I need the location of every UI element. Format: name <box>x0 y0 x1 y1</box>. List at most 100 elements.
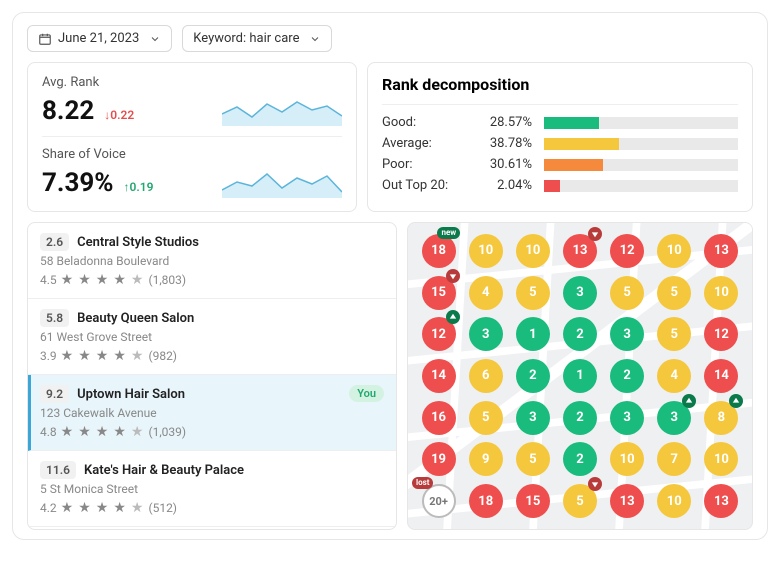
rank-dot[interactable]: 2 <box>557 314 602 354</box>
rank-dot[interactable]: 1 <box>510 314 555 354</box>
business-name: Beauty Queen Salon <box>77 311 194 326</box>
rank-dot[interactable]: 18new <box>416 231 461 271</box>
rank-dot[interactable]: 10 <box>463 231 508 271</box>
rank-dot[interactable]: 3 <box>605 398 650 438</box>
rank-circle: 7 <box>657 442 691 476</box>
rank-circle: 16 <box>422 401 456 435</box>
business-item[interactable]: 2.6 Central Style Studios 58 Beladonna B… <box>28 223 396 299</box>
rank-dot[interactable]: 19 <box>416 440 461 480</box>
rank-circle: 10 <box>516 234 550 268</box>
rank-dot[interactable]: 1 <box>557 356 602 396</box>
rank-dot[interactable]: 10 <box>699 440 744 480</box>
rank-circle: 13 <box>704 484 738 518</box>
business-list[interactable]: 2.6 Central Style Studios 58 Beladonna B… <box>27 222 397 530</box>
rank-dot[interactable]: 3 <box>510 398 555 438</box>
rank-dot[interactable]: 10 <box>652 231 697 271</box>
keyword-value: Keyword: hair care <box>193 31 299 46</box>
rank-dot[interactable]: 12 <box>416 314 461 354</box>
decomp-label: Poor: <box>382 157 472 172</box>
rank-dot[interactable]: 4 <box>463 273 508 313</box>
rank-dot[interactable]: 3 <box>463 314 508 354</box>
date-value: June 21, 2023 <box>58 31 139 46</box>
rank-dot[interactable]: 16 <box>416 398 461 438</box>
star-icon: ★ <box>96 500 110 516</box>
rank-dot[interactable]: 12 <box>699 314 744 354</box>
keyword-dropdown[interactable]: Keyword: hair care <box>182 25 332 52</box>
business-item[interactable]: 11.6 Kate's Hair & Beauty Palace 5 St Mo… <box>28 451 396 527</box>
rank-dot[interactable]: 14 <box>416 356 461 396</box>
business-address: 61 West Grove Street <box>40 330 384 344</box>
rank-circle: 18 <box>469 484 503 518</box>
rank-dot[interactable]: 5 <box>652 273 697 313</box>
rank-pill: 2.6 <box>40 233 69 251</box>
rank-dot[interactable]: 14 <box>699 356 744 396</box>
rank-circle: 10 <box>610 442 644 476</box>
rating-value: 4.2 <box>40 501 57 515</box>
down-arrow-badge <box>446 269 460 283</box>
rank-dot[interactable]: 13 <box>605 481 650 521</box>
rank-dot[interactable]: 10 <box>510 231 555 271</box>
date-dropdown[interactable]: June 21, 2023 <box>27 25 172 52</box>
chevron-down-icon <box>149 33 161 45</box>
rank-dot[interactable]: 10 <box>652 481 697 521</box>
chevron-down-icon <box>309 33 321 45</box>
rank-dot[interactable]: 5 <box>557 481 602 521</box>
star-icon: ★ <box>61 348 75 364</box>
decomp-label: Good: <box>382 115 472 130</box>
rank-circle: 1 <box>563 359 597 393</box>
rank-circle: 3 <box>610 401 644 435</box>
rank-dot[interactable]: 13 <box>699 481 744 521</box>
rank-circle: 4 <box>657 359 691 393</box>
rank-dot[interactable]: 5 <box>605 273 650 313</box>
star-icon: ★ <box>113 348 127 364</box>
rank-dot[interactable]: 8 <box>699 398 744 438</box>
rank-dot[interactable]: 18 <box>463 481 508 521</box>
rank-dot[interactable]: 5 <box>652 314 697 354</box>
rank-dot[interactable]: 2 <box>557 398 602 438</box>
rank-dot[interactable]: 15 <box>416 273 461 313</box>
rank-dot[interactable]: 2 <box>605 356 650 396</box>
rank-dot[interactable]: 3 <box>652 398 697 438</box>
rank-dot[interactable]: 6 <box>463 356 508 396</box>
decomp-row: Good: 28.57% <box>382 115 738 130</box>
star-icon: ★ <box>96 348 110 364</box>
rank-dot[interactable]: 7 <box>652 440 697 480</box>
star-icon: ★ <box>113 500 127 516</box>
rating-value: 4.8 <box>40 425 57 439</box>
business-name: Kate's Hair & Beauty Palace <box>84 463 244 478</box>
avg-rank-value: 8.22 <box>42 96 94 126</box>
review-count: (1,803) <box>148 273 186 287</box>
rank-map[interactable]: 18new10101312101315453551012312351214621… <box>407 222 753 530</box>
rank-dot[interactable]: 9 <box>463 440 508 480</box>
rank-circle: 13 <box>610 484 644 518</box>
rank-dot[interactable]: 10 <box>605 440 650 480</box>
rank-dot[interactable]: 5 <box>463 398 508 438</box>
rank-dot[interactable]: 5 <box>510 273 555 313</box>
business-item[interactable]: 5.8 Beauty Queen Salon 61 West Grove Str… <box>28 299 396 375</box>
rank-dot[interactable]: 4 <box>652 356 697 396</box>
rank-dot[interactable]: 2 <box>557 440 602 480</box>
decomp-pct: 28.57% <box>472 115 532 130</box>
star-icon: ★ <box>113 424 127 440</box>
rank-dot[interactable]: 5 <box>510 440 555 480</box>
rank-dot[interactable]: 3 <box>605 314 650 354</box>
business-item[interactable]: You 9.2 Uptown Hair Salon 123 Cakewalk A… <box>28 375 396 451</box>
rank-circle: 18 <box>422 234 456 268</box>
rank-dot[interactable]: 10 <box>699 273 744 313</box>
sov-value: 7.39% <box>42 168 114 198</box>
rank-circle: 10 <box>657 484 691 518</box>
rank-dot[interactable]: 15 <box>510 481 555 521</box>
rank-dot[interactable]: 20+lost <box>416 481 461 521</box>
business-address: 123 Cakewalk Avenue <box>40 406 384 420</box>
rank-circle: 15 <box>516 484 550 518</box>
decomp-row: Out Top 20: 2.04% <box>382 178 738 193</box>
rank-dot[interactable]: 3 <box>557 273 602 313</box>
rank-dot[interactable]: 12 <box>605 231 650 271</box>
rank-dot[interactable]: 2 <box>510 356 555 396</box>
rank-circle: 5 <box>610 276 644 310</box>
down-arrow-badge <box>588 227 602 241</box>
metrics-card: Avg. Rank 8.22 ↓0.22 Share of Voice 7.39… <box>27 62 357 212</box>
rank-dot[interactable]: 13 <box>557 231 602 271</box>
sov-label: Share of Voice <box>42 147 342 162</box>
rank-dot[interactable]: 13 <box>699 231 744 271</box>
